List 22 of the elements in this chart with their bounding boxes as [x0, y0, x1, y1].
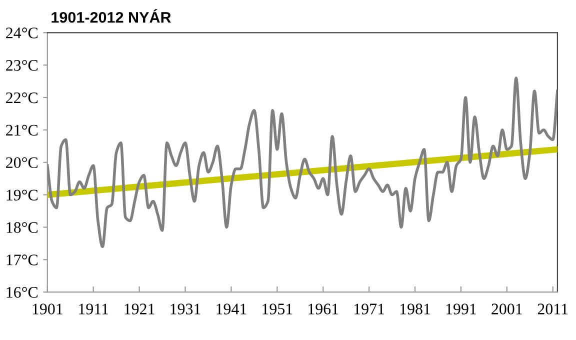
y-tick-label: 16°C — [6, 286, 38, 298]
x-tick-label: 1951 — [262, 304, 292, 314]
x-tick-label: 1971 — [354, 304, 384, 314]
x-tick-label: 1981 — [400, 304, 430, 314]
y-tick-label: 21°C — [6, 124, 38, 136]
y-tick-label: 22°C — [6, 92, 38, 104]
y-tick-label: 19°C — [6, 190, 38, 200]
x-tick-label: 1961 — [308, 304, 338, 314]
chart-title: 1901-2012 NYÁR — [52, 9, 171, 23]
x-tick-label: 1931 — [170, 304, 200, 314]
x-tick-label: 1941 — [216, 304, 246, 314]
y-tick-label: 23°C — [6, 60, 38, 71]
x-tick-label: 2001 — [492, 304, 522, 314]
x-tick-label: 1991 — [446, 304, 476, 314]
y-tick-label: 20°C — [6, 157, 38, 168]
y-tick-label: 18°C — [6, 222, 38, 233]
y-tick-label: 17°C — [6, 254, 38, 266]
x-tick-label: 1911 — [79, 304, 108, 314]
y-tick-label: 24°C — [6, 28, 38, 38]
x-tick-label: 1921 — [124, 304, 154, 314]
x-tick-label: 1901 — [32, 304, 62, 314]
x-tick-label: 2011 — [538, 304, 568, 314]
